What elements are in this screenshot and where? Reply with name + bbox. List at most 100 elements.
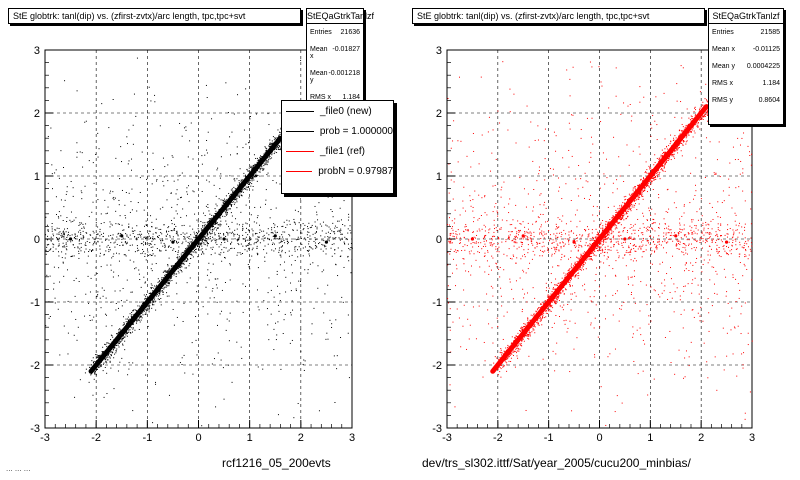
scatter-point [84, 315, 86, 317]
scatter-point [678, 234, 680, 236]
scatter-point [574, 263, 576, 265]
scatter-point [177, 254, 179, 256]
scatter-point [704, 242, 706, 244]
scatter-point [197, 245, 199, 247]
scatter-point [147, 214, 149, 216]
scatter-point [207, 269, 209, 271]
scatter-point [276, 238, 278, 240]
scatter-point [136, 239, 138, 241]
scatter-point [75, 235, 77, 237]
scatter-point [232, 191, 234, 193]
scatter-point [681, 155, 683, 157]
scatter-point [284, 313, 286, 315]
scatter-point [124, 204, 126, 206]
scatter-point [318, 243, 320, 245]
scatter-point [667, 298, 669, 300]
scatter-point [115, 223, 117, 225]
scatter-point [177, 234, 179, 236]
scatter-point [225, 329, 227, 331]
scatter-point [166, 199, 168, 201]
scatter-point [319, 242, 321, 244]
scatter-point [283, 239, 285, 241]
scatter-point [218, 198, 220, 200]
scatter-point [465, 229, 467, 231]
scatter-point [562, 309, 564, 311]
scatter-point [156, 295, 158, 297]
scatter-point [72, 195, 74, 197]
scatter-point [67, 239, 69, 241]
scatter-point [167, 227, 169, 229]
scatter-point [60, 215, 62, 217]
scatter-point [154, 285, 156, 287]
scatter-point [750, 237, 752, 239]
scatter-point [350, 232, 352, 234]
scatter-point [220, 224, 222, 226]
scatter-point [100, 365, 102, 367]
scatter-point [185, 240, 187, 242]
scatter-point [202, 306, 204, 308]
scatter-point [67, 332, 69, 334]
scatter-point [291, 272, 293, 274]
scatter-point [200, 249, 202, 251]
scatter-point [569, 95, 571, 97]
scatter-point [220, 173, 222, 175]
scatter-point [52, 243, 54, 245]
scatter-point [638, 193, 640, 195]
scatter-point [85, 242, 87, 244]
scatter-point [212, 229, 214, 231]
scatter-point [281, 226, 283, 228]
scatter-point [192, 373, 194, 375]
scatter-point [125, 217, 127, 219]
scatter-point [46, 274, 48, 276]
scatter-point [344, 236, 346, 238]
scatter-point [124, 215, 126, 217]
scatter-point [173, 273, 175, 275]
scatter-point [506, 370, 508, 372]
scatter-point [512, 340, 514, 342]
legend-line-black [286, 130, 314, 132]
scatter-point [254, 163, 256, 165]
scatter-point [202, 239, 204, 241]
scatter-point [193, 251, 195, 253]
x-tick-label: 3 [349, 432, 355, 444]
scatter-point [106, 372, 108, 374]
scatter-point [91, 211, 93, 213]
scatter-point [238, 180, 240, 182]
scatter-point [543, 140, 545, 142]
scatter-point [592, 250, 594, 252]
scatter-point [323, 312, 325, 314]
scatter-point [675, 137, 677, 139]
scatter-point [113, 196, 115, 198]
scatter-point [257, 254, 259, 256]
scatter-point [683, 270, 685, 272]
scatter-point [142, 314, 144, 316]
scatter-point [63, 232, 65, 234]
scatter-point [181, 357, 183, 359]
scatter-point [189, 277, 191, 279]
scatter-point [48, 243, 50, 245]
scatter-point [732, 229, 734, 231]
scatter-point [580, 245, 582, 247]
scatter-point [183, 224, 185, 226]
scatter-point [596, 206, 598, 208]
scatter-point [239, 183, 241, 185]
scatter-point [90, 277, 92, 279]
scatter-point [499, 366, 501, 368]
scatter-point [153, 287, 155, 289]
scatter-point [303, 369, 305, 371]
scatter-point [64, 257, 66, 259]
scatter-point [145, 236, 147, 238]
scatter-point [248, 186, 250, 188]
scatter-point [145, 312, 147, 314]
scatter-point [109, 249, 111, 251]
scatter-point [273, 296, 275, 298]
scatter-point [347, 243, 349, 245]
scatter-point [120, 233, 122, 235]
legend-label: _file0 (new) [320, 105, 372, 117]
scatter-point [449, 253, 451, 255]
scatter-point [243, 238, 245, 240]
scatter-point [321, 243, 323, 245]
scatter-point [159, 280, 161, 282]
scatter-point [185, 249, 187, 251]
scatter-point [672, 235, 674, 237]
